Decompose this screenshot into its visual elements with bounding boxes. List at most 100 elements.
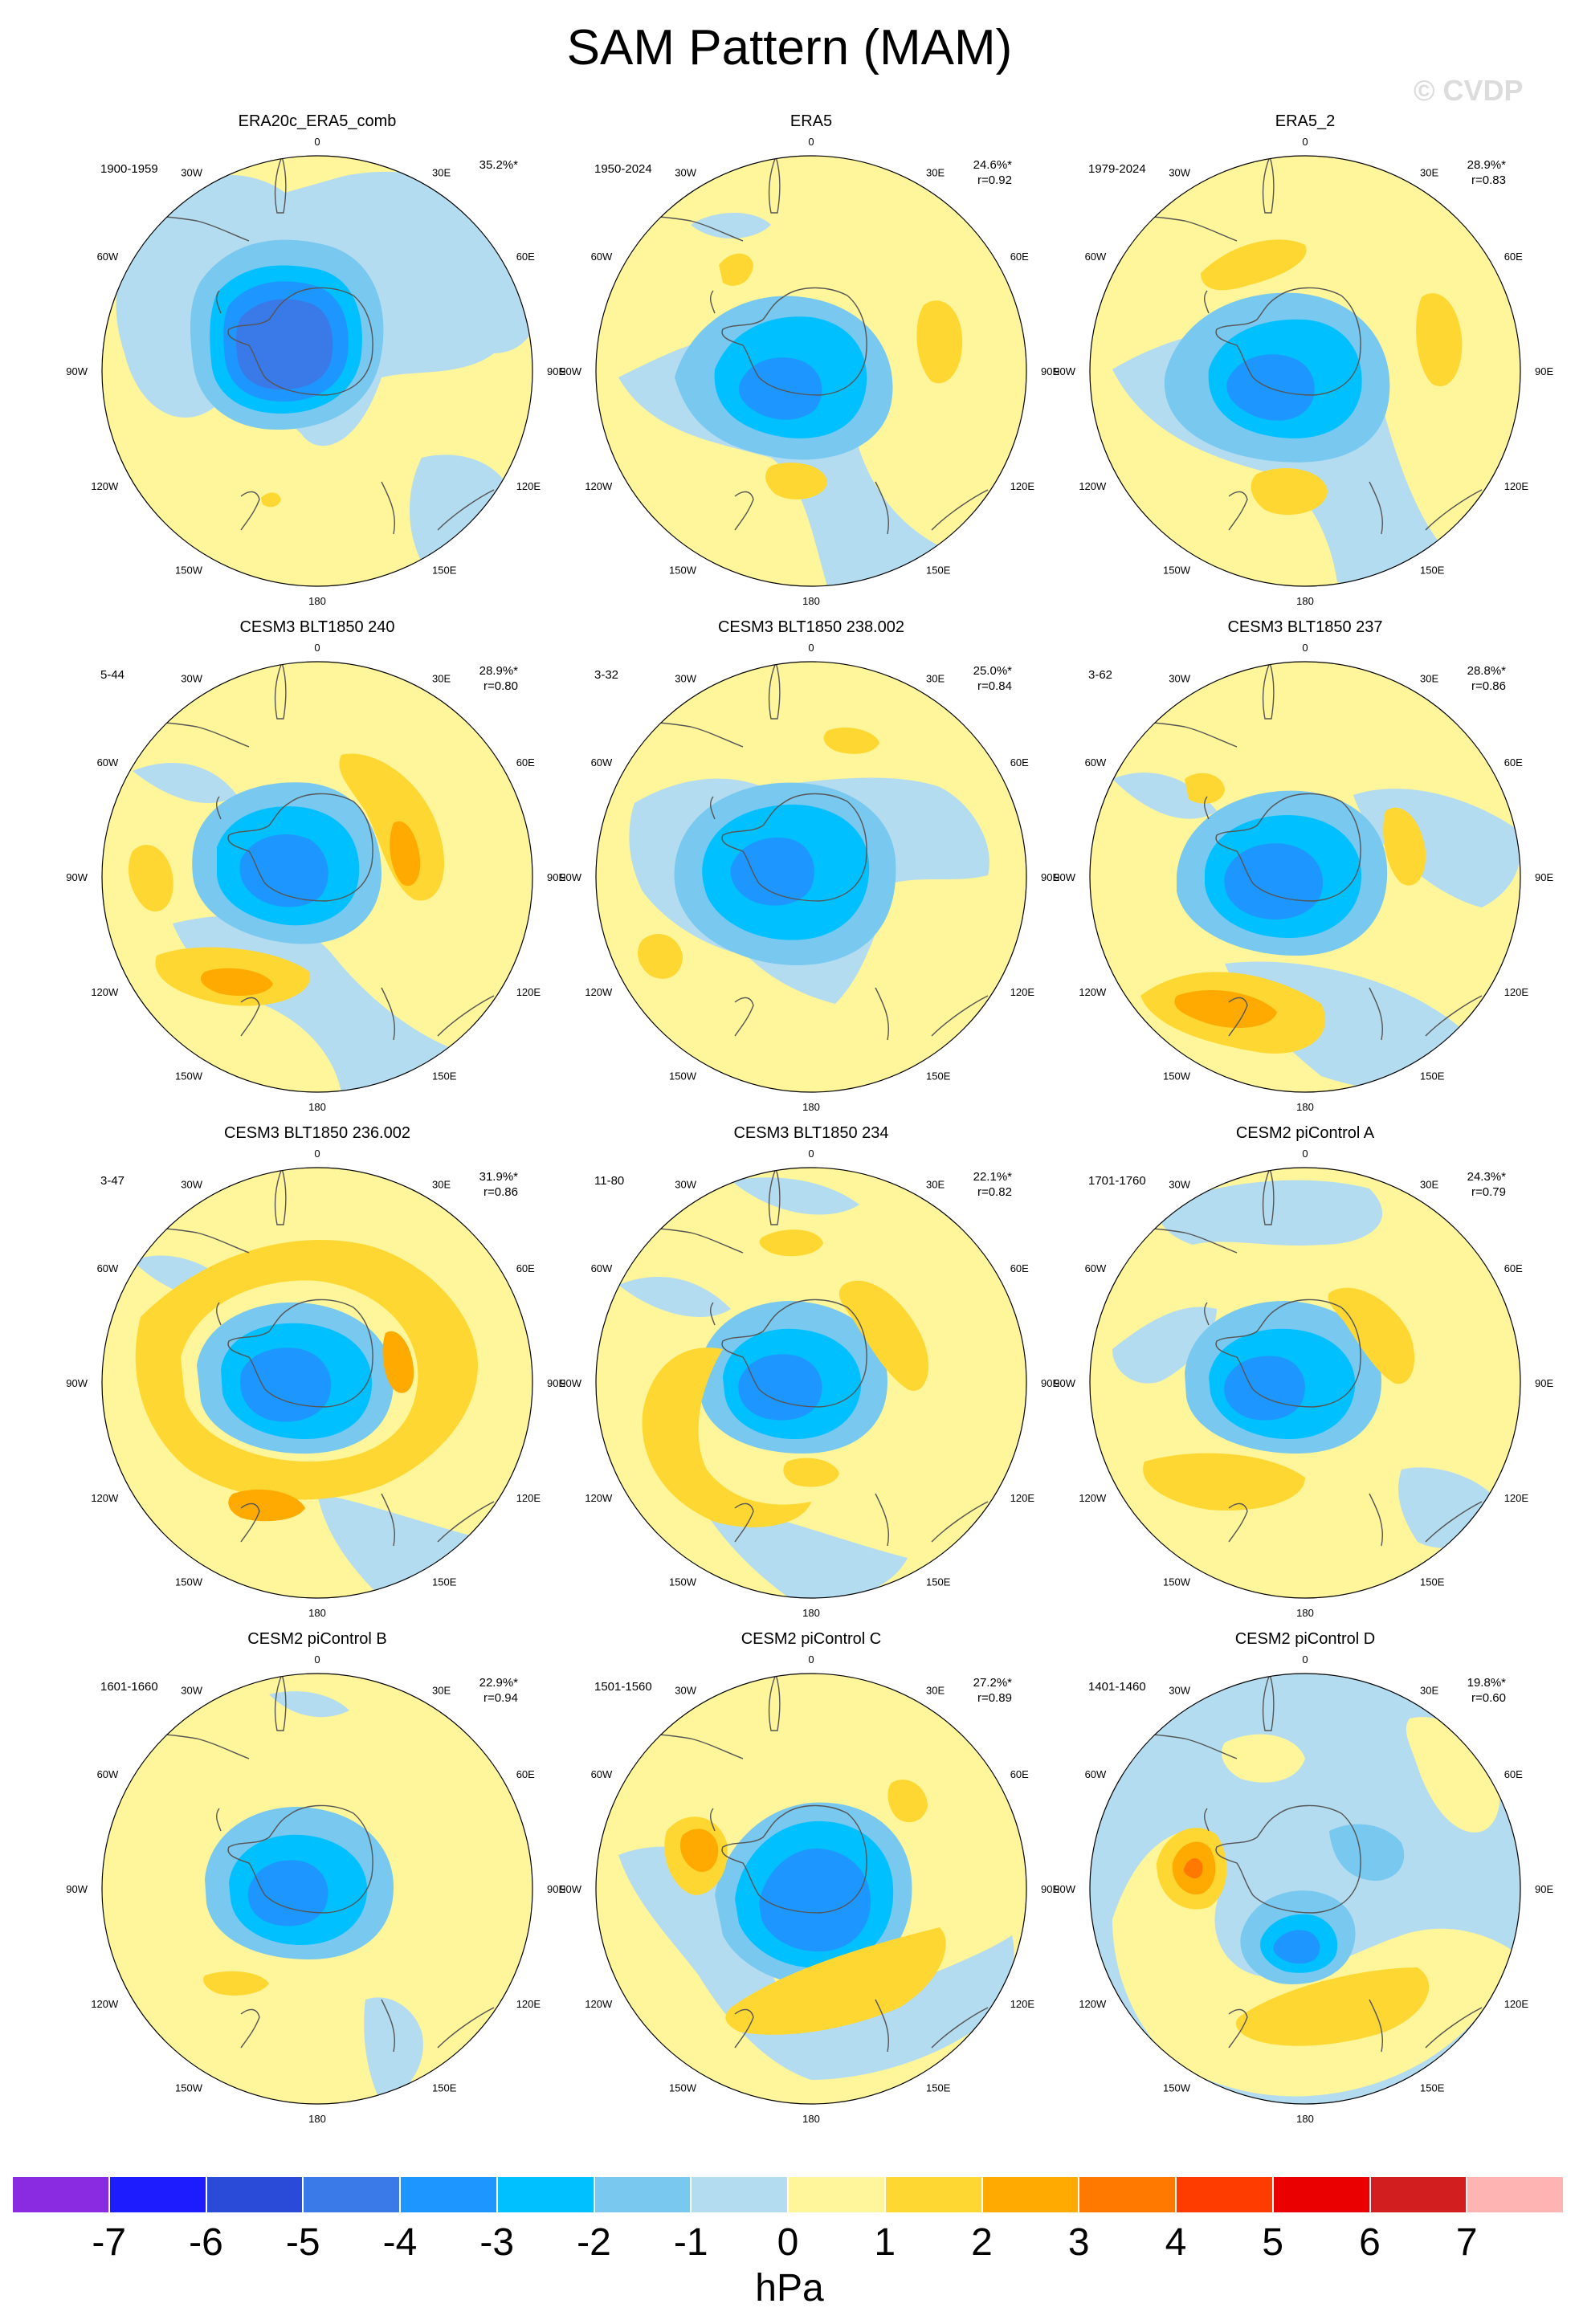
longitude-label: 120W [91, 1998, 119, 2010]
pattern-correlation: r=0.60 [1471, 1691, 1506, 1705]
longitude-label: 120E [1504, 986, 1529, 998]
colorbar-tick-label: 4 [1165, 2221, 1187, 2264]
coastline [1369, 1999, 1383, 2053]
pattern-correlation: r=0.94 [483, 1691, 518, 1705]
longitude-label: 150W [175, 1070, 203, 1082]
longitude-label: 90E [547, 365, 565, 377]
coastline [1215, 1299, 1361, 1408]
contour-region [1328, 1287, 1415, 1384]
panel-period: 1979-2024 [1088, 162, 1146, 176]
longitude-label: 150W [669, 565, 697, 577]
longitude-label: 0 [1302, 642, 1308, 654]
longitude-label: 150W [669, 1070, 697, 1082]
coastline [734, 997, 754, 1037]
map-border [1089, 1673, 1521, 2105]
colorbar-swatch [496, 2176, 594, 2213]
coastline [381, 987, 395, 1041]
longitude-label: 30W [1169, 1684, 1190, 1696]
explained-variance: 19.8%* [1467, 1676, 1506, 1690]
contour-region [1143, 1453, 1305, 1511]
coastline [734, 2008, 754, 2049]
explained-variance: 28.9%* [1467, 158, 1506, 172]
polar-stereographic-map: 0 30E 60E 90E 120E 150E 180 150W 120W 90W 60W 30W [66, 136, 565, 607]
polar-stereographic-map: 0 30E 60E 90E 120E 150E 180 150W 120W 90W 60W 30W [560, 136, 1059, 607]
map-border [101, 1167, 533, 1599]
contour-region [730, 838, 814, 906]
figure-title: SAM Pattern (MAM) [566, 20, 1013, 75]
colorbar-tick-label: -1 [673, 2221, 708, 2264]
longitude-label: 120E [516, 986, 541, 998]
colorbar-tick-label: 3 [1067, 2221, 1090, 2264]
panel-title: CESM3 BLT1850 240 [239, 618, 395, 636]
panel-title: CESM2 piControl B [247, 1630, 387, 1648]
longitude-label: 60E [516, 251, 535, 263]
explained-variance: 25.0%* [973, 664, 1012, 678]
longitude-label: 180 [308, 595, 326, 607]
colorbar-swatch [12, 2176, 109, 2213]
contour-region [1201, 239, 1307, 291]
panel-period: 1701-1760 [1088, 1174, 1146, 1188]
coastline [1215, 1804, 1361, 1914]
polar-stereographic-map: 0 30E 60E 90E 120E 150E 180 150W 120W 90W 60W 30W [1054, 1653, 1553, 2125]
longitude-label: 60W [97, 1262, 119, 1274]
coastline [240, 1502, 260, 1543]
colorbar-swatch [981, 2176, 1079, 2213]
coastline [1369, 1493, 1383, 1547]
longitude-label: 60W [591, 1262, 613, 1274]
explained-variance: 22.1%* [973, 1170, 1012, 1184]
longitude-label: 30W [181, 166, 202, 178]
longitude-label: 60E [1504, 756, 1523, 769]
explained-variance: 28.9%* [479, 664, 518, 678]
longitude-label: 120E [516, 1998, 541, 2010]
map-panel: CESM2 piControl B 1601-1660 22.9%* r=0.94 0 3… [66, 1630, 565, 2125]
colorbar-tick-label: -3 [479, 2221, 515, 2264]
longitude-label: 150E [432, 1070, 457, 1082]
coastline [1425, 1501, 1483, 1543]
longitude-label: 90E [1535, 1883, 1553, 1895]
colorbar-swatch [108, 2176, 206, 2213]
contour-region [1112, 1307, 1217, 1384]
longitude-label: 90W [66, 871, 88, 883]
coastline [721, 1299, 867, 1408]
longitude-label: 0 [314, 642, 320, 654]
anomaly-field [102, 1674, 532, 2104]
explained-variance: 22.9%* [479, 1676, 518, 1690]
coastline [1369, 987, 1383, 1041]
anomaly-field [1090, 662, 1520, 1092]
coastline [1425, 2007, 1483, 2049]
contour-region [1222, 1734, 1305, 1783]
longitude-label: 120W [1079, 1492, 1107, 1504]
polar-stereographic-map: 0 30E 60E 90E 120E 150E 180 150W 120W 90W 60W 30W [1054, 1148, 1553, 1619]
longitude-label: 60E [1504, 251, 1523, 263]
coastline [240, 491, 260, 531]
anomaly-field [102, 1168, 532, 1598]
contour-region [823, 727, 879, 754]
coastline [875, 481, 889, 535]
colorbar-tick-label: -5 [285, 2221, 320, 2264]
panel-statistics: 28.9%* r=0.83 [1418, 157, 1506, 188]
map-border [101, 1673, 533, 2105]
map-border [595, 661, 1027, 1093]
longitude-label: 60E [1504, 1262, 1523, 1274]
map-panel: ERA5_2 1979-2024 28.9%* r=0.83 0 30E 60E 90E 120… [1054, 112, 1553, 607]
longitude-label: 90W [66, 1883, 88, 1895]
longitude-label: 30W [675, 672, 696, 684]
longitude-label: 0 [808, 136, 814, 148]
coastline [240, 997, 260, 1037]
longitude-label: 120W [91, 480, 119, 492]
longitude-label: 60E [1010, 1768, 1029, 1780]
longitude-label: 120W [1079, 986, 1107, 998]
coastline [931, 489, 989, 531]
longitude-label: 120E [516, 1492, 541, 1504]
pattern-correlation: r=0.84 [977, 679, 1012, 693]
anomaly-field [102, 156, 532, 586]
contour-region [228, 1489, 305, 1522]
contour-region [1383, 807, 1426, 886]
explained-variance: 27.2%* [973, 1676, 1012, 1690]
map-border [1089, 155, 1521, 587]
map-panel: CESM3 BLT1850 240 5-44 28.9%* r=0.80 0 30E 60E… [66, 618, 565, 1113]
longitude-label: 120W [585, 1998, 613, 2010]
longitude-label: 150E [926, 1070, 951, 1082]
panel-period: 5-44 [100, 668, 125, 682]
longitude-label: 0 [1302, 136, 1308, 148]
